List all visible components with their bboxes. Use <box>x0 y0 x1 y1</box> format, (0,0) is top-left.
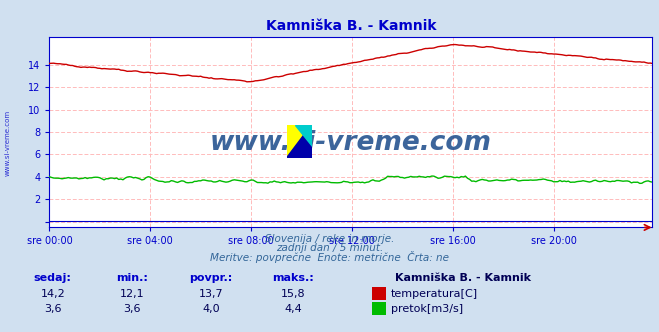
Text: maks.:: maks.: <box>272 273 314 283</box>
Text: 3,6: 3,6 <box>44 304 61 314</box>
Text: www.si-vreme.com: www.si-vreme.com <box>210 130 492 156</box>
Text: Slovenija / reke in morje.: Slovenija / reke in morje. <box>265 234 394 244</box>
Text: 4,0: 4,0 <box>202 304 219 314</box>
Text: 13,7: 13,7 <box>198 289 223 299</box>
Text: Kamniška B. - Kamnik: Kamniška B. - Kamnik <box>395 273 531 283</box>
Polygon shape <box>287 124 312 158</box>
Polygon shape <box>295 124 312 146</box>
Text: 3,6: 3,6 <box>123 304 140 314</box>
Text: povpr.:: povpr.: <box>189 273 233 283</box>
Text: 14,2: 14,2 <box>40 289 65 299</box>
Text: min.:: min.: <box>116 273 148 283</box>
Bar <box>372 287 386 300</box>
Text: 4,4: 4,4 <box>285 304 302 314</box>
Text: temperatura[C]: temperatura[C] <box>391 289 478 299</box>
Text: 12,1: 12,1 <box>119 289 144 299</box>
Text: sedaj:: sedaj: <box>34 273 72 283</box>
Text: www.si-vreme.com: www.si-vreme.com <box>5 110 11 176</box>
Text: zadnji dan / 5 minut.: zadnji dan / 5 minut. <box>276 243 383 253</box>
Title: Kamniška B. - Kamnik: Kamniška B. - Kamnik <box>266 19 436 33</box>
Text: 15,8: 15,8 <box>281 289 306 299</box>
Bar <box>372 302 386 315</box>
Polygon shape <box>287 124 312 158</box>
Text: pretok[m3/s]: pretok[m3/s] <box>391 304 463 314</box>
Text: Meritve: povprečne  Enote: metrične  Črta: ne: Meritve: povprečne Enote: metrične Črta:… <box>210 251 449 263</box>
